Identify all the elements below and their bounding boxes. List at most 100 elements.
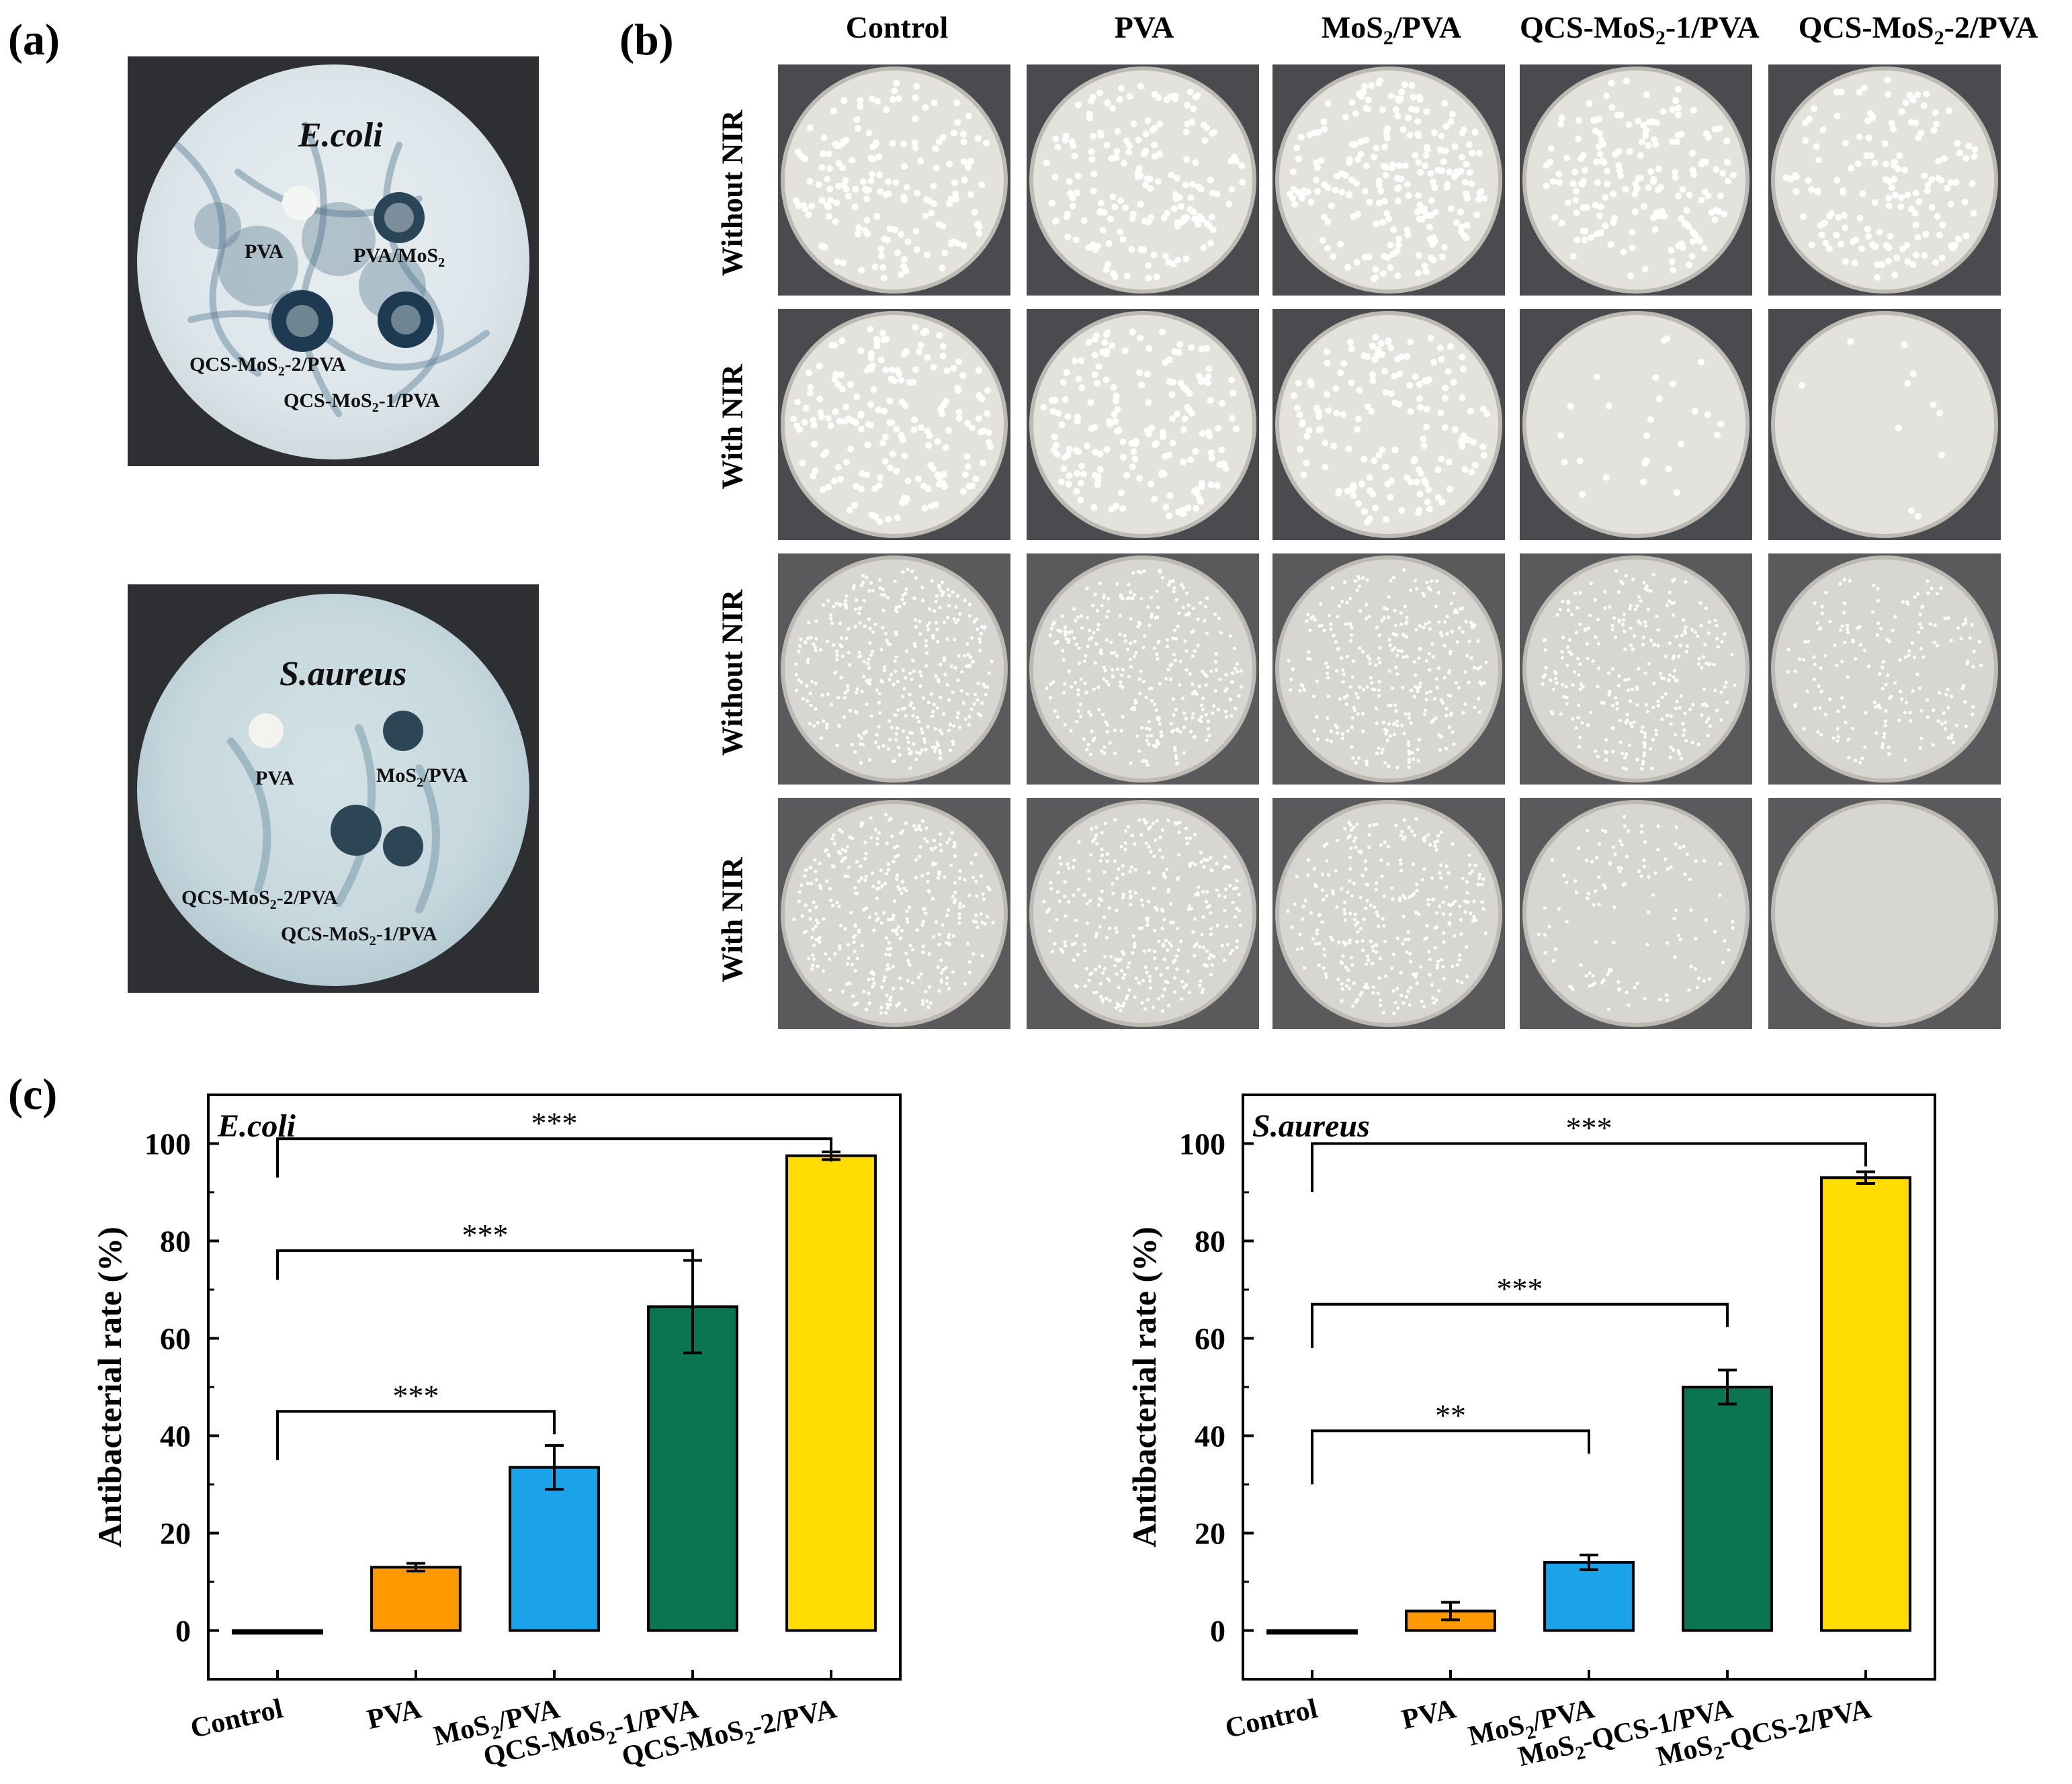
ecoli-bar-1 [370, 1566, 462, 1632]
plate-photo-r4-c2 [1027, 798, 1259, 1029]
saureus-bar-2 [1543, 1561, 1635, 1632]
saureus-qcs2-inhibition-zone [331, 805, 382, 856]
ecoli-bar-2 [509, 1466, 600, 1632]
saureus-antibacterial-chart: 0 20 40 60 80 100 Antibacterial rate (%) S.aure… [1125, 1094, 1936, 1773]
petri-dish-r3-c4 [1522, 555, 1750, 783]
saureus-significance-bracket-0 [1311, 1429, 1590, 1484]
plate-photo-r1-c3 [1272, 64, 1505, 296]
plate-photo-r4-c5 [1768, 798, 2001, 1029]
ecoli-label-qcs-mos2-1: QCS-MoS2-1/PVA [284, 390, 440, 415]
saureus-ytick-label-20: 20 [1195, 1517, 1225, 1551]
ecoli-significance-bracket-1 [276, 1249, 694, 1280]
petri-dish-r2-c3 [1275, 311, 1502, 538]
column-header-control: Control [845, 10, 949, 44]
row-header-with-nir-2: With NIR [716, 857, 749, 983]
panel-c-letter: (c) [8, 1070, 58, 1119]
plate-photo-r1-c2 [1027, 64, 1259, 296]
ecoli-bar-3 [647, 1305, 738, 1632]
saureus-pva-disc [249, 713, 284, 748]
ecoli-ytick-label-60: 60 [160, 1322, 191, 1356]
petri-dish-r1-c1 [781, 66, 1008, 294]
saureus-ytick-label-40: 40 [1195, 1419, 1225, 1454]
plate-photo-r3-c5 [1768, 553, 2001, 785]
row-header-without-nir-2: Without NIR [716, 589, 749, 756]
petri-dish-r3-c2 [1029, 555, 1256, 783]
ecoli-label-pva: PVA [245, 240, 284, 263]
saureus-plate-title: S.aureus [279, 655, 407, 693]
ecoli-ytick-label-80: 80 [160, 1224, 191, 1259]
petri-dish-r4-c2 [1029, 800, 1256, 1027]
plate-photo-r2-c3 [1272, 309, 1505, 540]
ecoli-significance-label-1: *** [462, 1218, 509, 1252]
petri-dish-r3-c1 [781, 555, 1008, 783]
ecoli-significance-label-2: *** [531, 1106, 578, 1140]
saureus-label-qcs-mos2-2: QCS-MoS2-2/PVA [181, 887, 338, 912]
plate-photo-r4-c3 [1272, 798, 1505, 1029]
ecoli-petri-dish: E.coli PVA PVA/MoS2 QCS-MoS2-2/PVA QCS-M… [137, 64, 529, 459]
petri-dish-r4-c3 [1275, 800, 1502, 1027]
saureus-category-label-0: Control [1222, 1693, 1320, 1744]
saureus-mos2-inhibition-zone [383, 711, 423, 751]
saureus-title: S.aureus [1252, 1108, 1370, 1144]
saureus-ylabel: Antibacterial rate (%) [1125, 1226, 1163, 1548]
saureus-bar-0 [1266, 1629, 1358, 1635]
saureus-petri-dish: S.aureus PVA MoS2/PVA QCS-MoS2-2/PVA QCS… [137, 594, 529, 986]
saureus-label-pva: PVA [255, 767, 294, 789]
ecoli-category-label-0: Control [187, 1693, 286, 1744]
plate-photo-r1-c5 [1768, 64, 2001, 296]
plate-photo-r3-c2 [1027, 553, 1259, 785]
saureus-significance-bracket-1 [1311, 1302, 1729, 1348]
panel-a-letter: (a) [8, 15, 60, 64]
plate-photo-r1-c4 [1520, 64, 1752, 296]
saureus-bar-3 [1682, 1386, 1773, 1632]
panel-b-letter: (b) [619, 15, 674, 64]
saureus-significance-label-1: *** [1497, 1272, 1543, 1306]
petri-dish-r2-c4 [1522, 311, 1750, 538]
ecoli-label-pva-mos2: PVA/MoS2 [353, 244, 445, 270]
ecoli-ytick-label-20: 20 [160, 1517, 191, 1551]
ecoli-bar-0 [232, 1629, 323, 1635]
ecoli-category-label-1: PVA [364, 1693, 425, 1736]
saureus-label-qcs-mos2-1: QCS-MoS2-1/PVA [281, 923, 437, 948]
column-header-qcs-mos2-2-pva: QCS-MoS2-2/PVA [1798, 10, 2038, 50]
ecoli-significance-bracket-2 [276, 1137, 832, 1178]
petri-dish-r4-c5 [1771, 800, 1998, 1027]
ecoli-agar-plate-photo: E.coli PVA PVA/MoS2 QCS-MoS2-2/PVA QCS-M… [128, 56, 539, 466]
plate-photo-r2-c1 [778, 309, 1010, 540]
ecoli-significance-label-0: *** [393, 1378, 439, 1413]
ecoli-bar-4 [785, 1154, 877, 1632]
saureus-significance-label-0: ** [1435, 1398, 1466, 1432]
column-header-pva: PVA [1114, 10, 1174, 44]
ecoli-ytick-label-100: 100 [144, 1127, 191, 1161]
column-header-qcs-mos2-1-pva: QCS-MoS2-1/PVA [1520, 10, 1760, 50]
petri-dish-r2-c5 [1771, 311, 1998, 538]
saureus-bar-4 [1820, 1176, 1911, 1632]
plate-photo-r4-c1 [778, 798, 1010, 1029]
ecoli-pva-disc [282, 185, 317, 220]
plate-photo-r3-c1 [778, 553, 1010, 785]
ecoli-ytick-label-40: 40 [160, 1419, 191, 1454]
petri-dish-r1-c3 [1275, 66, 1502, 294]
petri-dish-r4-c4 [1522, 800, 1750, 1027]
ecoli-ytick-label-0: 0 [175, 1614, 191, 1648]
petri-dish-r1-c4 [1522, 66, 1750, 294]
saureus-qcs1-inhibition-zone [383, 826, 423, 866]
petri-dish-r1-c2 [1029, 66, 1256, 294]
saureus-significance-bracket-2 [1311, 1142, 1867, 1192]
row-header-without-nir-1: Without NIR [716, 109, 749, 277]
saureus-ytick-label-100: 100 [1179, 1127, 1225, 1161]
saureus-agar-plate-photo: S.aureus PVA MoS2/PVA QCS-MoS2-2/PVA QCS… [128, 584, 539, 993]
ecoli-label-qcs-mos2-2: QCS-MoS2-2/PVA [189, 353, 346, 379]
ecoli-significance-bracket-0 [276, 1410, 556, 1460]
saureus-significance-label-2: *** [1566, 1111, 1612, 1145]
saureus-label-mos2-pva: MoS2/PVA [376, 764, 468, 790]
petri-dish-r2-c1 [781, 311, 1008, 538]
saureus-ytick-label-80: 80 [1195, 1224, 1225, 1259]
petri-dish-r3-c5 [1771, 555, 1998, 783]
ecoli-plate-title: E.coli [298, 116, 383, 154]
petri-dish-r3-c3 [1275, 555, 1502, 783]
petri-dish-r2-c2 [1029, 311, 1256, 538]
plate-photo-r2-c4 [1520, 309, 1752, 540]
plate-photo-r4-c4 [1520, 798, 1752, 1029]
